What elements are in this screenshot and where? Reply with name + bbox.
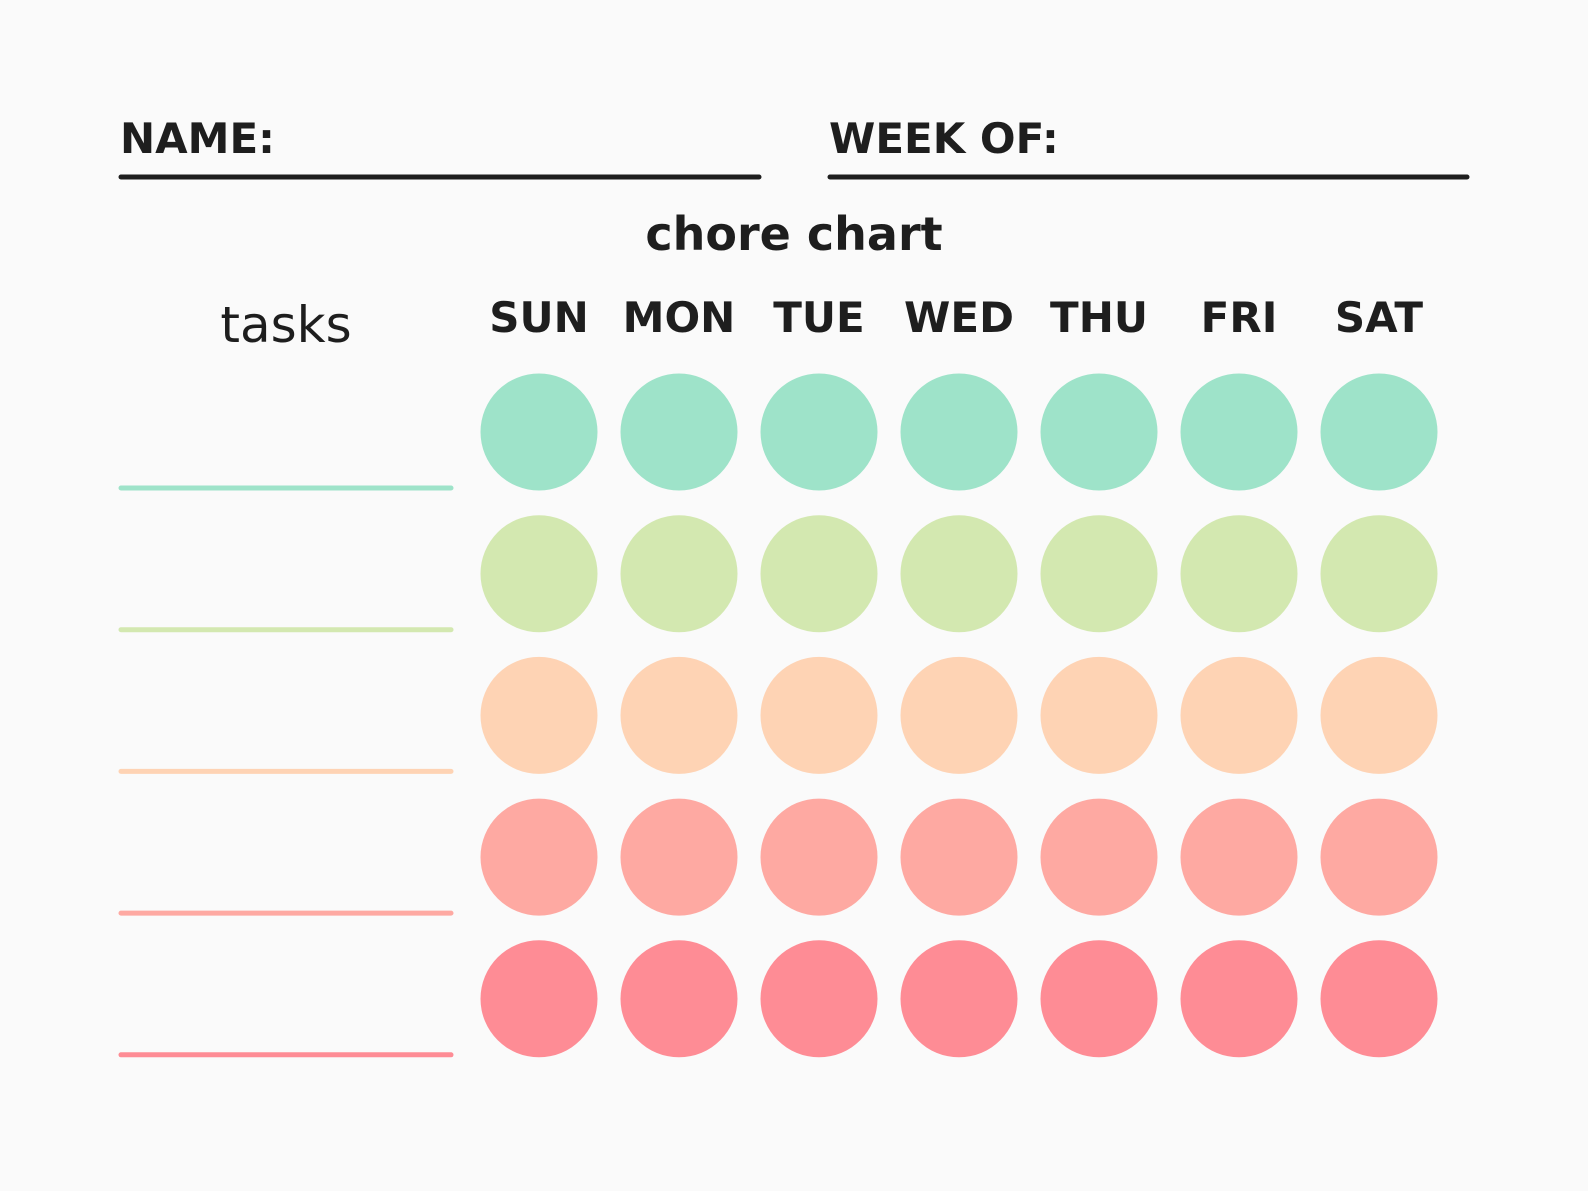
check-circle: [1320, 515, 1438, 633]
check-circle: [1180, 373, 1298, 491]
day-label: WED: [904, 293, 1014, 342]
check-circle: [620, 515, 738, 633]
check-circle: [900, 656, 1018, 774]
check-circle: [480, 373, 598, 491]
check-circle: [1040, 940, 1158, 1058]
check-circle: [1320, 656, 1438, 774]
check-circle: [620, 798, 738, 916]
check-circle: [900, 940, 1018, 1058]
grid: SUN MON TUE WED THU FRI SAT: [118, 293, 1438, 1058]
check-circle: [620, 940, 738, 1058]
check-circle: [1180, 515, 1298, 633]
check-circle: [760, 798, 878, 916]
check-circle: [480, 798, 598, 916]
check-circle: [480, 656, 598, 774]
check-circle: [480, 940, 598, 1058]
check-circle: [1180, 798, 1298, 916]
check-circle: [1040, 515, 1158, 633]
week-label: WEEK OF:: [829, 114, 1059, 163]
check-circle: [1320, 940, 1438, 1058]
name-label: NAME:: [120, 114, 275, 163]
check-circle: [1040, 656, 1158, 774]
check-circle: [1040, 373, 1158, 491]
day-label: TUE: [773, 293, 864, 342]
day-label: FRI: [1201, 293, 1278, 342]
day-label: THU: [1050, 293, 1148, 342]
check-circle: [1320, 798, 1438, 916]
check-circle: [1180, 940, 1298, 1058]
check-circle: [900, 373, 1018, 491]
check-circle: [760, 373, 878, 491]
check-circle: [1040, 798, 1158, 916]
check-circle: [480, 515, 598, 633]
check-circle: [1320, 373, 1438, 491]
check-circle: [760, 656, 878, 774]
check-circle: [760, 940, 878, 1058]
check-circle: [1180, 656, 1298, 774]
check-circle: [900, 515, 1018, 633]
chart-title: chore chart: [645, 207, 942, 261]
day-label: SAT: [1335, 293, 1423, 342]
check-circle: [620, 373, 738, 491]
day-label: SUN: [489, 293, 589, 342]
tasks-label: tasks: [220, 296, 351, 354]
check-circle: [900, 798, 1018, 916]
day-label: MON: [623, 293, 736, 342]
check-circle: [620, 656, 738, 774]
check-circle: [760, 515, 878, 633]
